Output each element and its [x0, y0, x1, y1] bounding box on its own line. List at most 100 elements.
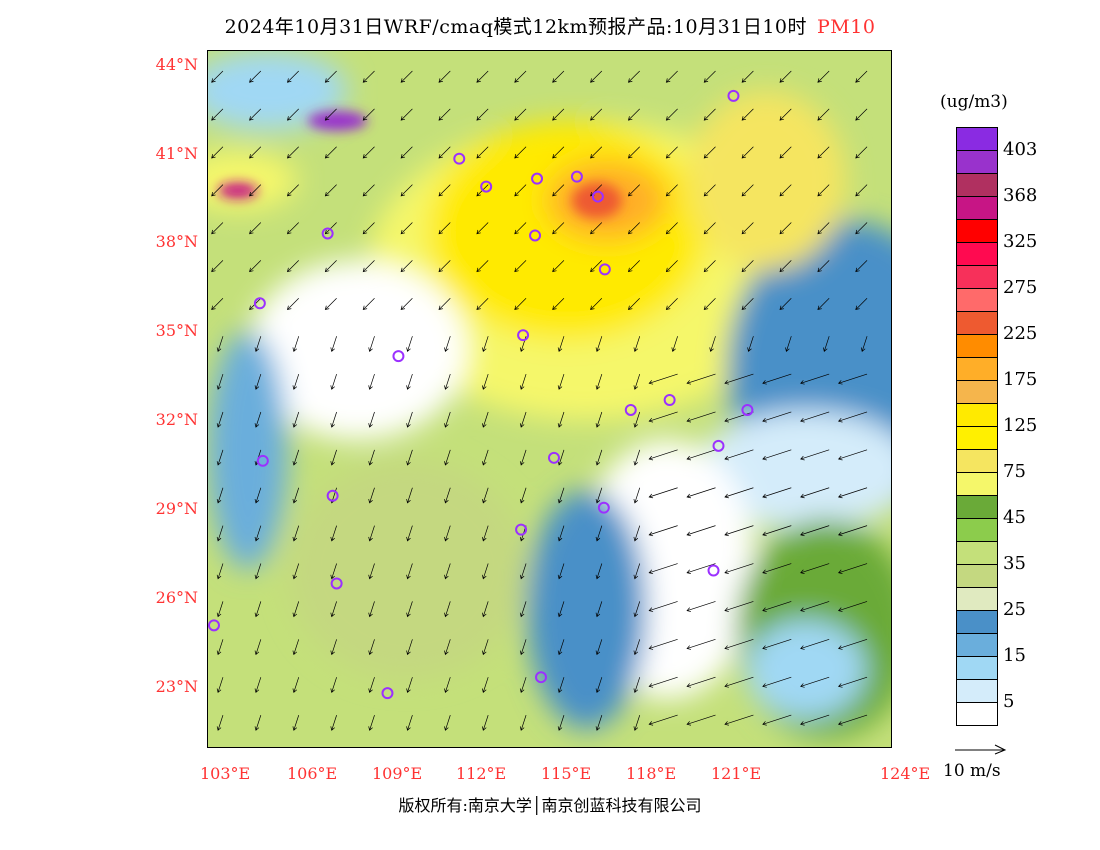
- wind-arrow: [855, 146, 868, 159]
- wind-arrow: [779, 108, 792, 121]
- city-marker: [515, 523, 528, 536]
- legend-color-swatch: [957, 404, 997, 427]
- wind-arrow: [686, 525, 716, 537]
- wind-arrow: [292, 449, 300, 466]
- wind-arrow: [444, 411, 451, 428]
- wind-arrow: [741, 70, 754, 83]
- wind-arrow: [686, 563, 716, 575]
- wind-arrow: [762, 487, 792, 499]
- wind-arrow: [595, 336, 603, 352]
- wind-arrow: [330, 373, 337, 390]
- wind-arrow: [330, 525, 337, 542]
- wind-arrow: [362, 146, 375, 159]
- legend-color-swatch: [957, 151, 997, 174]
- legend-value-label: 125: [1003, 415, 1038, 436]
- wind-arrow: [211, 184, 224, 197]
- wind-arrow: [724, 487, 754, 499]
- wind-arrow: [211, 70, 224, 83]
- wind-arrow: [249, 222, 262, 235]
- wind-arrow: [724, 411, 754, 423]
- wind-arrow: [519, 373, 527, 390]
- wind-arrow: [837, 449, 868, 461]
- wind-arrow: [444, 525, 451, 542]
- city-marker: [597, 501, 610, 514]
- legend-value-label: 325: [1003, 231, 1038, 252]
- wind-arrow: [724, 676, 754, 688]
- legend-color-swatch: [957, 174, 997, 197]
- wind-arrow: [665, 260, 678, 273]
- wind-arrow: [686, 487, 716, 499]
- wind-arrow: [855, 298, 868, 311]
- wind-arrow: [444, 373, 451, 390]
- city-marker: [480, 180, 493, 193]
- wind-arrow: [249, 70, 262, 83]
- wind-arrow: [741, 298, 754, 311]
- wind-arrow: [286, 260, 299, 273]
- wind-arrow: [633, 487, 641, 504]
- wind-arrow: [779, 146, 792, 159]
- wind-arrow: [216, 677, 224, 694]
- title-text: 2024年10月31日WRF/cmaq模式12km预报产品:10月31日10时: [224, 16, 807, 38]
- wind-arrow: [292, 336, 300, 352]
- wind-arrow: [330, 639, 337, 656]
- wind-arrow: [627, 146, 640, 159]
- wind-arrow: [800, 714, 830, 726]
- wind-arrow: [627, 298, 640, 311]
- wind-arrow: [590, 222, 603, 235]
- wind-arrow: [633, 373, 641, 390]
- wind-arrow: [648, 449, 678, 461]
- wind-arrow: [444, 601, 451, 618]
- wind-arrow: [482, 336, 489, 352]
- wind-arrow: [324, 70, 337, 83]
- wind-arrow: [216, 411, 224, 428]
- wind-arrow: [800, 601, 830, 612]
- wind-arrow: [627, 184, 640, 197]
- city-marker: [381, 687, 394, 700]
- wind-arrow: [741, 222, 754, 235]
- wind-arrow: [703, 70, 716, 83]
- wind-arrow: [633, 714, 641, 731]
- wind-arrow: [514, 260, 527, 273]
- wind-arrow: [741, 184, 754, 197]
- wind-arrow: [724, 638, 754, 650]
- legend-value-label: 75: [1003, 461, 1026, 482]
- wind-arrow: [800, 638, 830, 650]
- wind-arrow: [779, 222, 792, 235]
- wind-arrow: [686, 638, 716, 650]
- wind-arrow: [837, 638, 868, 650]
- wind-arrow: [817, 108, 830, 121]
- wind-arrow: [476, 108, 489, 121]
- wind-arrow: [216, 714, 224, 731]
- legend-color-swatch: [957, 128, 997, 151]
- wind-arrow: [211, 108, 224, 121]
- wind-arrow: [514, 222, 527, 235]
- longitude-label: 109°E: [372, 764, 423, 783]
- wind-arrow: [324, 146, 337, 159]
- wind-arrow: [519, 639, 527, 656]
- city-marker: [535, 671, 548, 684]
- wind-arrow: [482, 639, 489, 656]
- wind-arrow: [557, 373, 565, 390]
- city-marker: [570, 170, 583, 183]
- wind-arrow: [362, 260, 375, 273]
- wind-arrow: [671, 336, 678, 352]
- wind-arrow: [633, 411, 641, 428]
- latitude-label: 26°N: [155, 588, 198, 607]
- wind-arrow: [438, 222, 451, 235]
- wind-arrow: [665, 222, 678, 235]
- wind-arrow: [817, 260, 830, 273]
- wind-arrow: [557, 639, 565, 656]
- wind-arrow: [286, 222, 299, 235]
- wind-arrow: [286, 70, 299, 83]
- wind-arrow: [330, 677, 337, 694]
- legend-color-swatch: [957, 496, 997, 519]
- wind-arrow: [519, 487, 527, 504]
- latitude-label: 41°N: [155, 144, 198, 163]
- wind-arrow: [292, 525, 300, 542]
- city-marker: [208, 619, 220, 632]
- figure-title: 2024年10月31日WRF/cmaq模式12km预报产品:10月31日10时 P…: [0, 12, 1100, 39]
- wind-arrow: [595, 563, 603, 580]
- wind-arrow: [330, 563, 337, 580]
- legend-color-swatch: [957, 450, 997, 473]
